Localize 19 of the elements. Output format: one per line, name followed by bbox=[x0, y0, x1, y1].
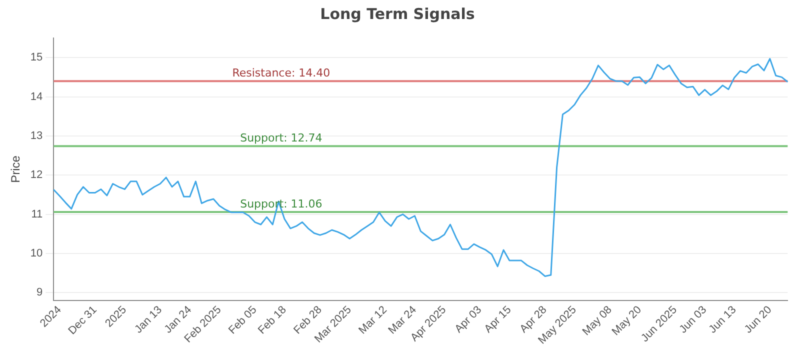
y-tick-label: 9 bbox=[36, 286, 43, 299]
x-tick-label: Dec 31 bbox=[66, 304, 100, 338]
x-tick-label: Apr 15 bbox=[482, 304, 514, 336]
x-tick-label: Jun 03 bbox=[677, 304, 710, 336]
x-tick-label: Mar 12 bbox=[356, 304, 390, 337]
y-tick-label: 10 bbox=[30, 248, 43, 260]
y-axis-title: Price bbox=[8, 155, 23, 183]
x-tick-label: Jan 13 bbox=[132, 304, 164, 336]
y-tick-label: 13 bbox=[30, 130, 43, 142]
ref-line-label: Resistance: 14.40 bbox=[232, 66, 330, 80]
x-tick-label: Jun 13 bbox=[706, 304, 739, 336]
x-tick-label: Jun 20 bbox=[742, 304, 774, 336]
chart-title: Long Term Signals bbox=[320, 4, 475, 23]
y-tick-label: 12 bbox=[30, 169, 43, 182]
ref-line-label: Support: 12.74 bbox=[240, 131, 322, 144]
y-tick-label: 14 bbox=[30, 90, 43, 103]
y-tick-label: 15 bbox=[30, 52, 43, 64]
y-tick-label: 11 bbox=[31, 208, 43, 220]
x-tick-label: Apr 03 bbox=[452, 304, 484, 336]
